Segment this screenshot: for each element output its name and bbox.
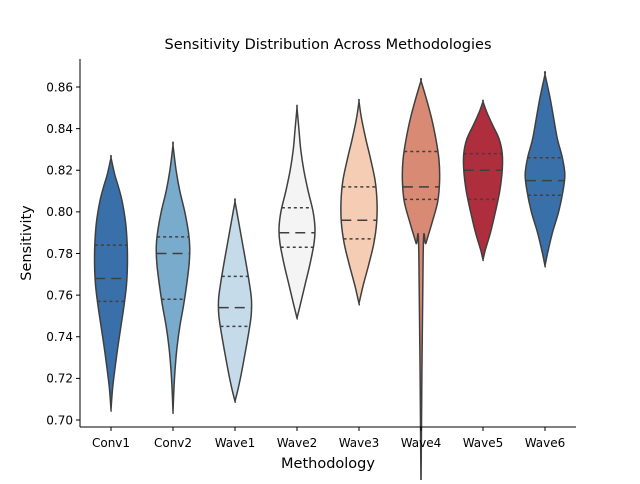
y-tick-label: 0.78	[46, 247, 73, 261]
x-tick-label-wave3: Wave3	[339, 436, 380, 450]
x-axis-label: Methodology	[281, 456, 375, 472]
y-tick-label: 0.74	[46, 330, 73, 344]
violin-wave6	[524, 70, 566, 268]
x-tick-label-conv2: Conv2	[154, 436, 192, 450]
chart-title: Sensitivity Distribution Across Methodol…	[164, 37, 491, 53]
y-tick-label: 0.70	[46, 413, 73, 427]
x-tick-label-wave4: Wave4	[401, 436, 442, 450]
violin-wave2	[278, 104, 316, 320]
y-axis-label: Sensitivity	[19, 205, 35, 281]
violin-wave4	[401, 77, 441, 484]
y-tick-label: 0.76	[46, 288, 73, 302]
y-tick-label: 0.72	[46, 372, 73, 386]
y-ticks-group: 0.70 0.72 0.74 0.76 0.78 0.80 0.82 0.84 0.86	[46, 80, 80, 427]
x-tick-label-wave2: Wave2	[277, 436, 318, 450]
x-tick-label-wave6: Wave6	[525, 436, 566, 450]
x-tick-label-wave5: Wave5	[463, 436, 504, 450]
quartile-lines-group	[94, 150, 565, 328]
y-tick-label: 0.84	[46, 122, 73, 136]
violin-wave5	[462, 99, 504, 262]
x-ticks-group: Conv1 Conv2 Wave1 Wave2 Wave3 Wave4 Wave5 Wave6	[92, 427, 565, 450]
y-tick-label: 0.80	[46, 205, 73, 219]
violin-conv1	[93, 154, 129, 412]
y-tick-label: 0.82	[46, 164, 73, 178]
x-tick-label-conv1: Conv1	[92, 436, 130, 450]
x-tick-label-wave1: Wave1	[215, 436, 256, 450]
violin-wave3	[340, 98, 378, 306]
violin-wave1	[217, 198, 253, 403]
violin-conv2	[155, 141, 191, 415]
y-tick-label: 0.86	[46, 80, 73, 94]
violins-group	[93, 70, 566, 484]
